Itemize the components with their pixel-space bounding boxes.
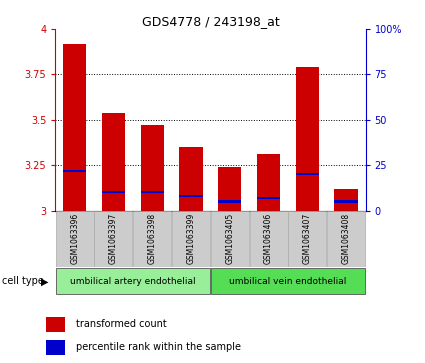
Bar	[102, 113, 125, 211]
Text: GSM1063407: GSM1063407	[303, 213, 312, 264]
Bar	[288, 211, 326, 267]
Bar	[334, 200, 358, 203]
Bar	[179, 195, 203, 197]
Text: GSM1063408: GSM1063408	[342, 213, 351, 264]
Bar	[56, 211, 94, 267]
Text: percentile rank within the sample: percentile rank within the sample	[76, 342, 241, 352]
Text: GSM1063406: GSM1063406	[264, 213, 273, 264]
Bar	[179, 147, 203, 211]
Bar	[46, 317, 65, 332]
Bar	[46, 339, 65, 355]
Bar	[218, 200, 241, 203]
Bar	[102, 191, 125, 193]
Bar	[94, 211, 133, 267]
Text: cell type: cell type	[2, 276, 44, 286]
Bar	[334, 189, 358, 211]
Bar	[211, 211, 249, 267]
Bar	[56, 268, 210, 294]
Bar	[218, 167, 241, 211]
Text: GSM1063398: GSM1063398	[148, 213, 157, 264]
Text: ▶: ▶	[41, 277, 49, 287]
Bar	[327, 211, 365, 267]
Text: GSM1063405: GSM1063405	[225, 213, 234, 264]
Bar	[172, 211, 210, 267]
Bar	[249, 211, 288, 267]
Bar	[257, 197, 280, 199]
Text: GSM1063396: GSM1063396	[70, 213, 79, 264]
Bar	[296, 173, 319, 175]
Bar	[296, 67, 319, 211]
Title: GDS4778 / 243198_at: GDS4778 / 243198_at	[142, 15, 279, 28]
Text: GSM1063399: GSM1063399	[187, 213, 196, 264]
Bar	[257, 154, 280, 211]
Bar	[133, 211, 171, 267]
Bar	[211, 268, 365, 294]
Bar	[63, 170, 86, 172]
Bar	[63, 44, 86, 211]
Text: umbilical vein endothelial: umbilical vein endothelial	[229, 277, 347, 286]
Bar	[141, 125, 164, 211]
Bar	[141, 191, 164, 193]
Text: GSM1063397: GSM1063397	[109, 213, 118, 264]
Text: umbilical artery endothelial: umbilical artery endothelial	[70, 277, 196, 286]
Text: transformed count: transformed count	[76, 319, 167, 330]
